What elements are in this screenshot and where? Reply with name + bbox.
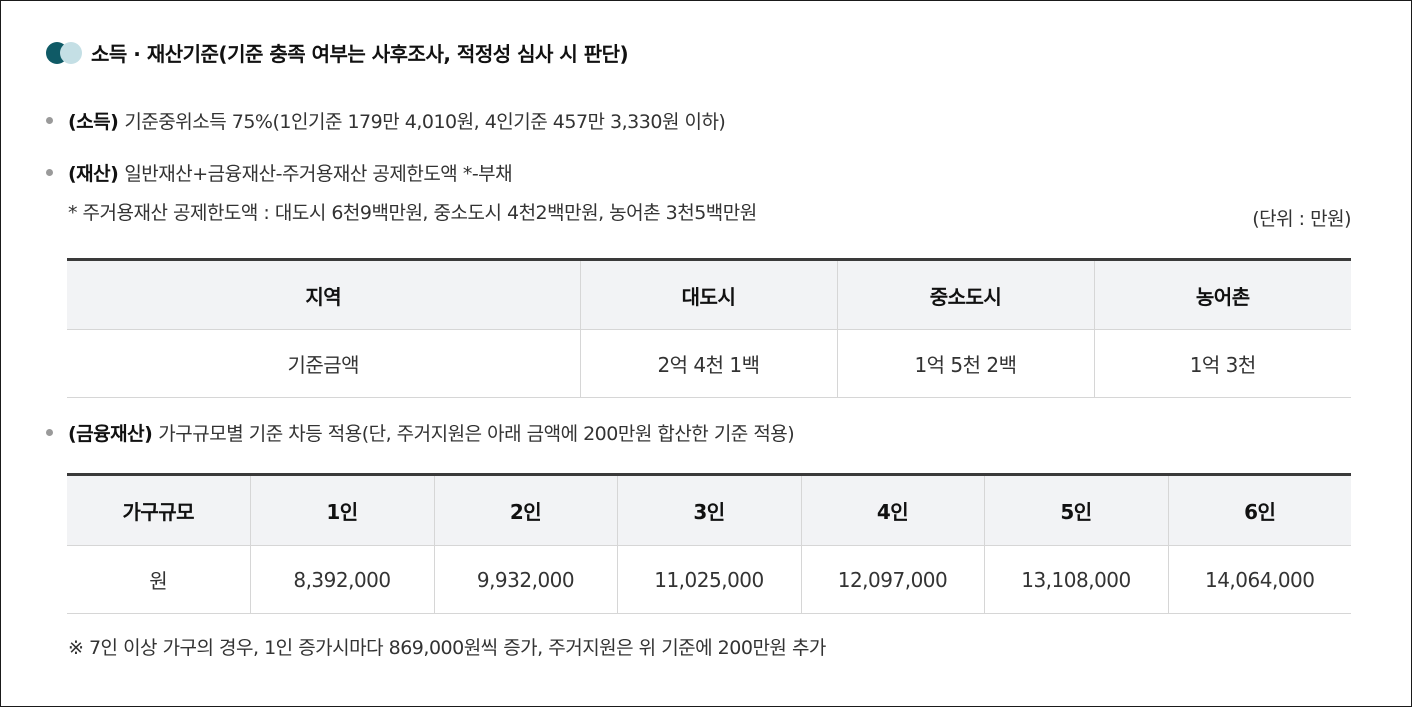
bullet-dot-icon: [46, 429, 53, 436]
finance-table: 가구규모 1인 2인 3인 4인 5인 6인 원 8,392,000 9,932…: [67, 473, 1351, 614]
header-1-person: 1인: [249, 474, 434, 546]
finance-text: 가구규모별 기준 차등 적용(단, 주거지원은 아래 금액에 200만원 합산한…: [158, 423, 795, 445]
bullet-dot-icon: [46, 169, 53, 176]
row-label: 원: [67, 545, 250, 614]
table-row: 원 8,392,000 9,932,000 11,025,000 12,097,…: [67, 545, 1351, 614]
rural-value: 1억 3천: [1093, 329, 1351, 398]
header-5-person: 5인: [983, 474, 1168, 546]
finance-lead: (금융재산): [68, 423, 153, 445]
income-criterion: (소득) 기준중위소득 75%(1인기준 179만 4,010원, 4인기준 4…: [46, 107, 726, 134]
value-2-person: 9,932,000: [433, 545, 617, 614]
unit-label: (단위 : 만원): [1252, 208, 1351, 230]
header-3-person: 3인: [616, 474, 801, 546]
value-6-person: 14,064,000: [1167, 545, 1351, 614]
section-title: 소득 · 재산기준(기준 충족 여부는 사후조사, 적정성 심사 시 판단): [91, 42, 629, 66]
income-text: 기준중위소득 75%(1인기준 179만 4,010원, 4인기준 457만 3…: [124, 111, 726, 133]
value-5-person: 13,108,000: [983, 545, 1168, 614]
assets-text: 일반재산+금융재산-주거용재산 공제한도액 *-부채: [124, 163, 513, 185]
value-1-person: 8,392,000: [249, 545, 434, 614]
header-small-city: 중소도시: [836, 259, 1094, 330]
footnote: ※ 7인 이상 가구의 경우, 1인 증가시마다 869,000원씩 증가, 주…: [68, 637, 826, 659]
title-dots-icon: [46, 41, 84, 64]
bullet-dot-icon: [46, 117, 53, 124]
assets-lead: (재산): [68, 163, 119, 185]
metro-value: 2억 4천 1백: [579, 329, 837, 398]
assets-note: * 주거용재산 공제한도액 : 대도시 6천9백만원, 중소도시 4천2백만원,…: [68, 202, 757, 224]
table-row: 기준금액 2억 4천 1백 1억 5천 2백 1억 3천: [67, 329, 1351, 398]
header-household-size: 가구규모: [67, 474, 250, 546]
header-6-person: 6인: [1167, 474, 1351, 546]
value-3-person: 11,025,000: [616, 545, 801, 614]
value-4-person: 12,097,000: [800, 545, 984, 614]
header-region: 지역: [67, 259, 580, 330]
region-header-row: 지역 대도시 중소도시 농어촌: [67, 259, 1351, 330]
header-metro: 대도시: [579, 259, 837, 330]
finance-criterion: (금융재산) 가구규모별 기준 차등 적용(단, 주거지원은 아래 금액에 20…: [46, 419, 795, 446]
light-dot-icon: [60, 41, 82, 64]
row-label: 기준금액: [67, 329, 580, 398]
assets-criterion: (재산) 일반재산+금융재산-주거용재산 공제한도액 *-부채: [46, 159, 513, 186]
header-rural: 농어촌: [1093, 259, 1351, 330]
header-4-person: 4인: [800, 474, 984, 546]
small-city-value: 1억 5천 2백: [836, 329, 1094, 398]
section-header: 소득 · 재산기준(기준 충족 여부는 사후조사, 적정성 심사 시 판단): [46, 38, 629, 67]
finance-header-row: 가구규모 1인 2인 3인 4인 5인 6인: [67, 474, 1351, 546]
header-2-person: 2인: [433, 474, 617, 546]
region-table: 지역 대도시 중소도시 농어촌 기준금액 2억 4천 1백 1억 5천 2백 1…: [67, 258, 1351, 398]
income-lead: (소득): [68, 111, 119, 133]
